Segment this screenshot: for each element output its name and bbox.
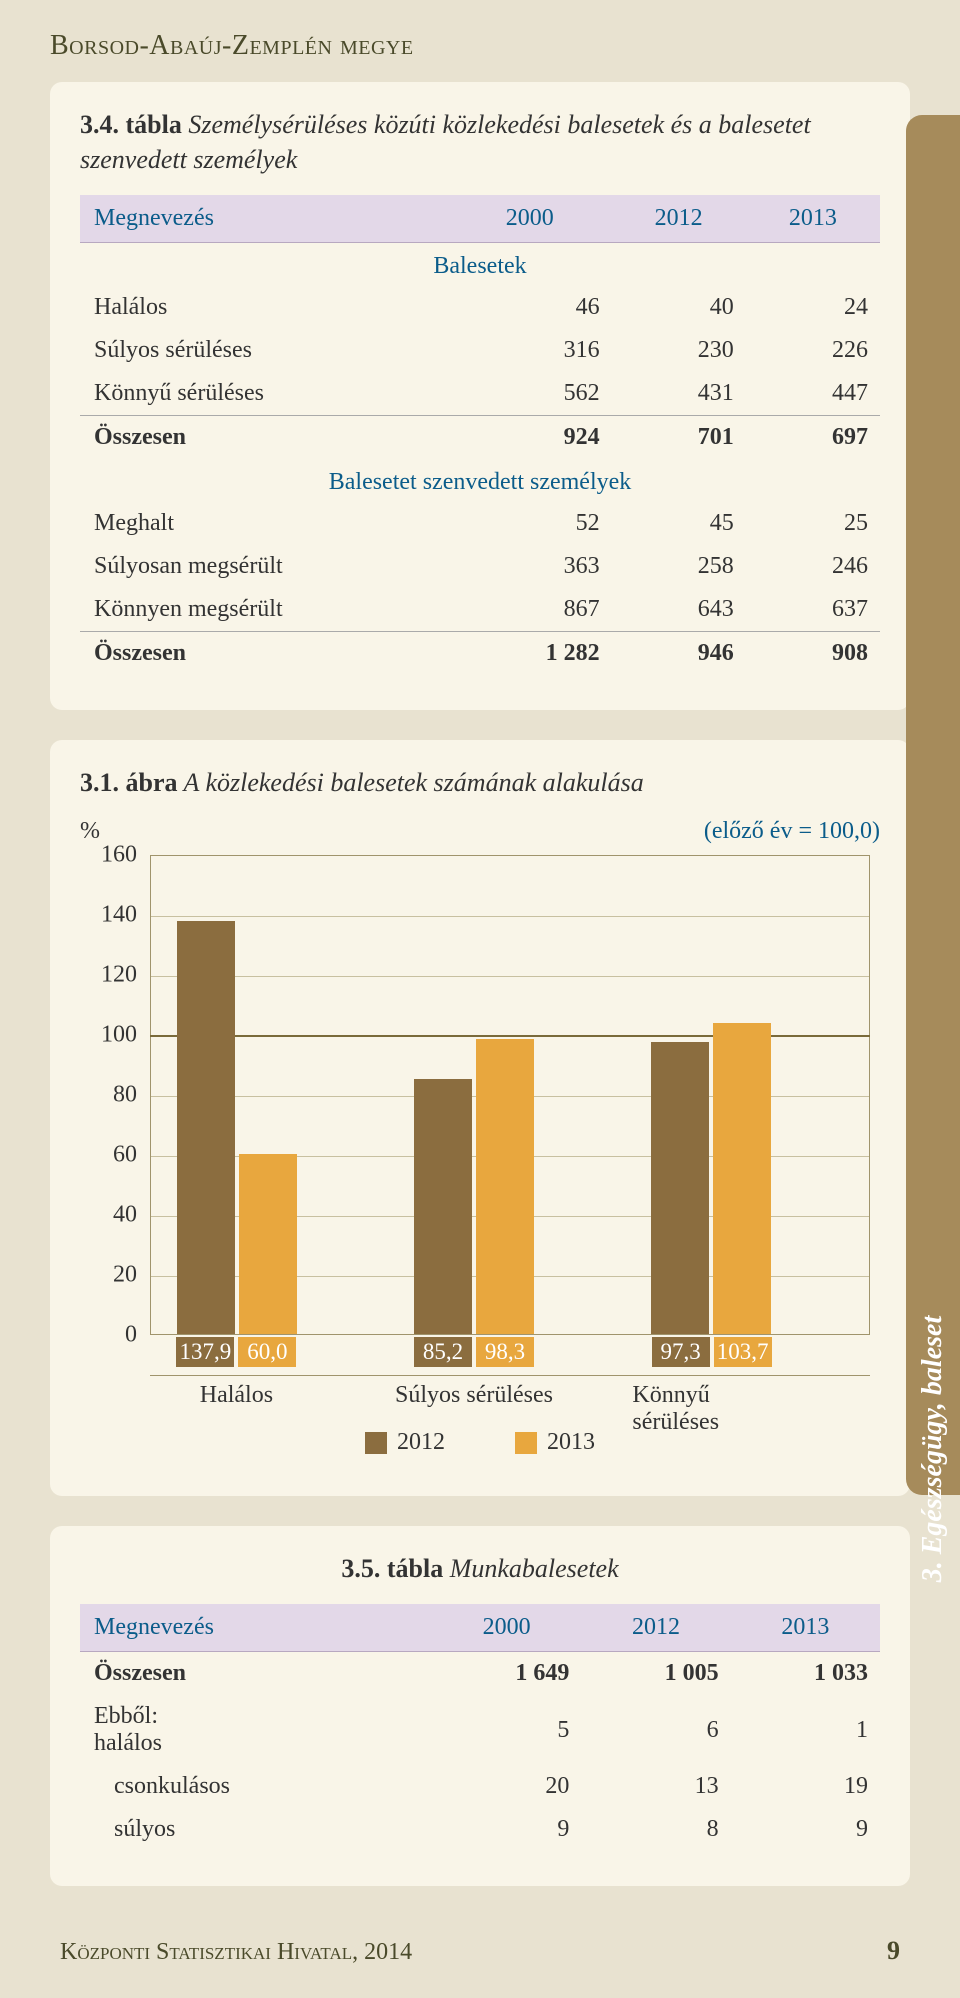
table-34-title-rest: Személysérüléses közúti közlekedési bale… (80, 110, 811, 174)
table-row-total: Összesen924701697 (80, 416, 880, 460)
table-34-title: 3.4. tábla Személysérüléses közúti közle… (80, 107, 880, 177)
table-35: Megnevezés 2000 2012 2013 Összesen1 6491… (80, 1604, 880, 1851)
chart-31-title-num: 3.1. ábra (80, 768, 178, 797)
side-tab-label: 3. Egészségügy, baleset (917, 1316, 949, 1583)
col-2012: 2012 (581, 1604, 730, 1652)
chart-ref-text: (előző év = 100,0) (704, 818, 880, 845)
table-row: Súlyos sérüléses316230226 (80, 329, 880, 372)
col-2013: 2013 (731, 1604, 880, 1652)
table-row: súlyos989 (80, 1808, 880, 1851)
chart-area: 020406080100120140160 137,960,085,298,39… (90, 855, 880, 1415)
col-megnevezes: Megnevezés (80, 1604, 432, 1652)
table-35-title: 3.5. tábla Munkabalesetek (80, 1551, 880, 1586)
footer-source: Központi Statisztikai Hivatal, 2014 (60, 1939, 412, 1966)
col-2012: 2012 (612, 195, 746, 243)
col-megnevezes: Megnevezés (80, 195, 448, 243)
col-2000: 2000 (448, 195, 612, 243)
table-row: Könnyű sérüléses562431447 (80, 372, 880, 416)
section-szemelyek: Balesetet szenvedett személyek (80, 459, 880, 502)
chart-31-title: 3.1. ábra A közlekedési balesetek számán… (80, 765, 880, 800)
legend-item-2012: 2012 (365, 1429, 445, 1456)
table-35-card: 3.5. tábla Munkabalesetek Megnevezés 200… (50, 1526, 910, 1886)
legend-item-2013: 2013 (515, 1429, 595, 1456)
chart-y-unit: % (80, 818, 100, 845)
chart-y-axis: 020406080100120140160 (90, 855, 145, 1415)
page-footer: Központi Statisztikai Hivatal, 2014 9 (50, 1916, 910, 1966)
table-35-title-num: 3.5. tábla (341, 1554, 443, 1583)
section-balesetek: Balesetek (80, 243, 880, 287)
table-row-total: Összesen1 282946908 (80, 632, 880, 676)
table-35-title-rest: Munkabalesetek (443, 1554, 618, 1583)
col-2013: 2013 (746, 195, 880, 243)
chart-31-card: 3.1. ábra A közlekedési balesetek számán… (50, 740, 910, 1496)
table-row: Ebből: halálos561 (80, 1695, 880, 1765)
chart-31-title-rest: A közlekedési balesetek számának alakulá… (178, 768, 644, 797)
chart-plot (150, 855, 870, 1335)
chart-bar-value-labels: 137,960,085,298,397,3103,7 (150, 1337, 870, 1367)
table-row: Meghalt524525 (80, 502, 880, 545)
page-region-title: Borsod-Abaúj-Zemplén megye (50, 0, 910, 82)
table-34-card: 3.4. tábla Személysérüléses közúti közle… (50, 82, 910, 710)
table-row: Könnyen megsérült867643637 (80, 588, 880, 632)
chart-x-axis: HalálosSúlyos sérülésesKönnyű sérüléses (150, 1375, 870, 1409)
col-2000: 2000 (432, 1604, 581, 1652)
table-row: Halálos464024 (80, 286, 880, 329)
side-tab: 3. Egészségügy, baleset (906, 115, 960, 1495)
footer-page-number: 9 (887, 1936, 900, 1966)
table-row: csonkulásos201319 (80, 1765, 880, 1808)
table-34: Megnevezés 2000 2012 2013 Balesetek Halá… (80, 195, 880, 675)
table-row: Összesen1 6491 0051 033 (80, 1652, 880, 1696)
table-34-title-num: 3.4. tábla (80, 110, 182, 139)
table-row: Súlyosan megsérült363258246 (80, 545, 880, 588)
